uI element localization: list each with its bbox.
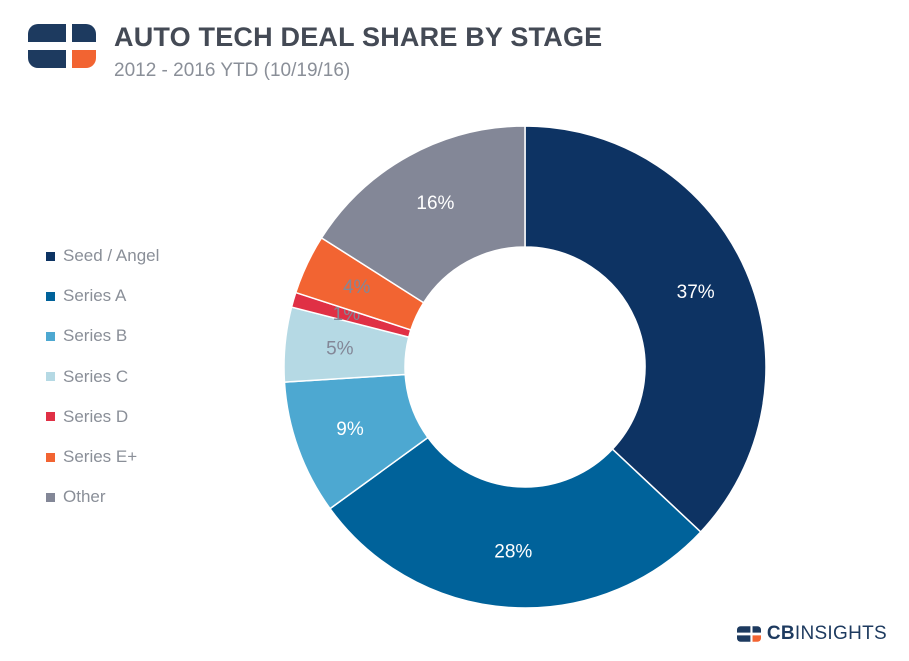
- legend-label: Series C: [63, 366, 129, 386]
- slice-label-series-b: 9%: [336, 419, 364, 440]
- legend: Seed / Angel Series A Series B Series C Seri…: [46, 236, 159, 517]
- legend-item-seed-angel: Seed / Angel: [46, 236, 159, 276]
- slice-seed-angel: [524, 125, 767, 534]
- brand-footer: CBINSIGHTS: [736, 623, 887, 645]
- legend-swatch: [46, 452, 55, 462]
- brand-wordmark: CBINSIGHTS: [767, 623, 887, 645]
- cb-insights-logo-icon: [28, 24, 96, 68]
- cb-insights-small-logo-icon: [736, 626, 761, 642]
- legend-swatch: [46, 331, 55, 341]
- legend-swatch: [46, 412, 55, 422]
- brand-wordmark-light: INSIGHTS: [794, 623, 887, 644]
- legend-item-series-c: Series C: [46, 357, 159, 397]
- chart-subtitle: 2012 - 2016 YTD (10/19/16): [114, 60, 351, 81]
- legend-item-series-b: Series B: [46, 316, 159, 356]
- legend-item-series-e: Series E+: [46, 437, 159, 477]
- slice-label-other: 16%: [416, 193, 454, 214]
- slice-label-seed-angel: 37%: [677, 282, 715, 303]
- legend-label: Other: [63, 487, 106, 507]
- slice-other: [320, 125, 526, 304]
- chart-title: AUTO TECH DEAL SHARE BY STAGE: [114, 22, 603, 52]
- legend-swatch: [46, 492, 55, 502]
- legend-label: Series D: [63, 406, 129, 426]
- legend-item-series-d: Series D: [46, 397, 159, 437]
- legend-swatch: [46, 291, 55, 301]
- legend-item-other: Other: [46, 477, 159, 517]
- legend-label: Seed / Angel: [63, 246, 160, 266]
- legend-label: Series E+: [63, 447, 138, 467]
- slice-label-series-c: 5%: [326, 339, 354, 360]
- legend-label: Series A: [63, 286, 127, 306]
- legend-swatch: [46, 372, 55, 382]
- legend-item-series-a: Series A: [46, 276, 159, 316]
- legend-label: Series B: [63, 326, 128, 346]
- brand-wordmark-bold: CB: [766, 623, 795, 644]
- slice-series-a: [328, 436, 702, 609]
- legend-swatch: [46, 251, 55, 261]
- slice-label-series-e: 4%: [343, 277, 371, 298]
- slice-label-series-a: 28%: [494, 542, 532, 563]
